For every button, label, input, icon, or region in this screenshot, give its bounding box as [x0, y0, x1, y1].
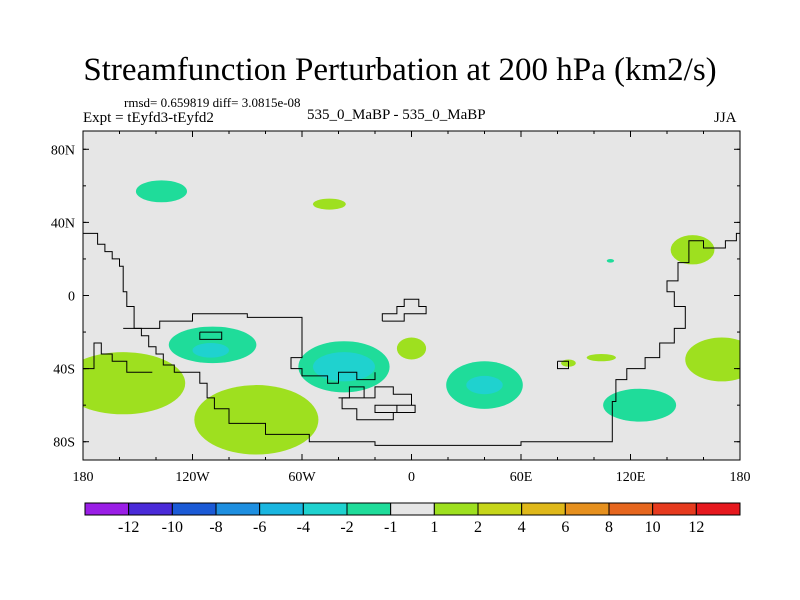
colorbar-swatch [128, 502, 173, 516]
y-tick-label: 40N [51, 216, 75, 231]
coastline-segment-0 [83, 232, 740, 446]
colorbar-label: -10 [162, 519, 183, 536]
x-tick-label: 120E [616, 470, 646, 485]
x-tick-label: 0 [408, 470, 415, 485]
coastline-segment-5 [338, 386, 365, 399]
x-tick-label: 180 [73, 470, 94, 485]
contour-region-2 [670, 235, 715, 265]
colorbar-label: 10 [645, 519, 661, 536]
colorbar-label: 6 [561, 519, 569, 536]
contour-region-9 [396, 337, 427, 360]
coastline-segment-3 [381, 298, 427, 322]
contour-region-11 [466, 375, 503, 395]
colorbar-swatch [564, 502, 610, 516]
chart-title: Streamfunction Perturbation at 200 hPa (… [83, 52, 717, 88]
colorbar-label: -12 [118, 519, 139, 536]
season-label: JJA [714, 110, 737, 126]
colorbar-label: 4 [518, 519, 526, 536]
coastline-segment-7 [199, 331, 223, 340]
colorbar-swatch [302, 502, 348, 516]
stats-label: rmsd= 0.659819 diff= 3.0815e-08 [124, 95, 301, 110]
contour-region-0 [135, 180, 188, 203]
contour-region-16 [685, 337, 740, 382]
x-tick-label: 60W [288, 470, 316, 485]
colorbar-label: 1 [430, 519, 438, 536]
contour-region-8 [312, 352, 375, 382]
y-tick-label: 80N [51, 143, 75, 158]
coastline-segment-4 [341, 386, 416, 421]
colorbar-label: -8 [209, 519, 222, 536]
coastline-segment-1 [83, 342, 153, 373]
axes: 180 120W 60W 0 60E 120E 180 80N 40N 0 40S 80S [51, 131, 751, 485]
y-tick-label: 80S [53, 436, 75, 451]
colorbar-swatch [259, 502, 304, 516]
contour-region-3 [606, 258, 615, 263]
colorbar-swatch [346, 502, 392, 516]
contour-fills [83, 180, 740, 455]
x-tick-label: 120W [175, 470, 210, 485]
colorbar-label: 8 [605, 519, 613, 536]
y-tick-label: 0 [68, 290, 75, 305]
colorbar-swatch [171, 502, 217, 516]
colorbar-swatch [608, 502, 654, 516]
contour-region-14 [586, 353, 616, 362]
colorbar-swatch [695, 502, 741, 516]
colorbar-swatch [652, 502, 697, 516]
colorbar-swatch [433, 502, 479, 516]
colorbar-label: 12 [688, 519, 704, 536]
coastline-segment-2 [123, 313, 376, 384]
x-tick-label: 60E [510, 470, 533, 485]
colorbar-label: -4 [297, 519, 310, 536]
contour-region-4 [83, 352, 186, 415]
colorbar-swatch [477, 502, 523, 516]
colorbar-label: -1 [384, 519, 397, 536]
colorbar-label: 2 [474, 519, 482, 536]
experiment-label: Expt = tEyfd3-tEyfd2 [83, 110, 214, 126]
runs-label: 535_0_MaBP - 535_0_MaBP [307, 107, 486, 123]
coastline-segment-6 [557, 360, 569, 370]
colorbar-label: -6 [253, 519, 266, 536]
x-tick-label: 180 [730, 470, 751, 485]
colorbar-label: -2 [340, 519, 353, 536]
coastline [83, 232, 740, 446]
contour-region-15 [603, 388, 677, 422]
contour-region-12 [194, 385, 319, 455]
colorbar: -12 -10 -8 -6 -4 -2 -1 1 2 4 6 8 10 12 [84, 502, 741, 536]
y-tick-label: 40S [53, 363, 75, 378]
contour-region-6 [192, 343, 229, 358]
colorbar-swatch [84, 502, 130, 516]
contour-region-1 [312, 198, 346, 210]
colorbar-swatch [215, 502, 261, 516]
colorbar-swatch [390, 502, 435, 516]
colorbar-swatch [521, 502, 566, 516]
